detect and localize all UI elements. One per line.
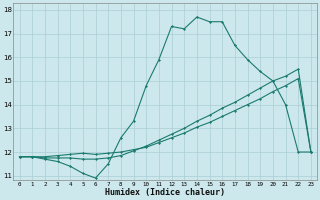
X-axis label: Humidex (Indice chaleur): Humidex (Indice chaleur) xyxy=(105,188,225,197)
